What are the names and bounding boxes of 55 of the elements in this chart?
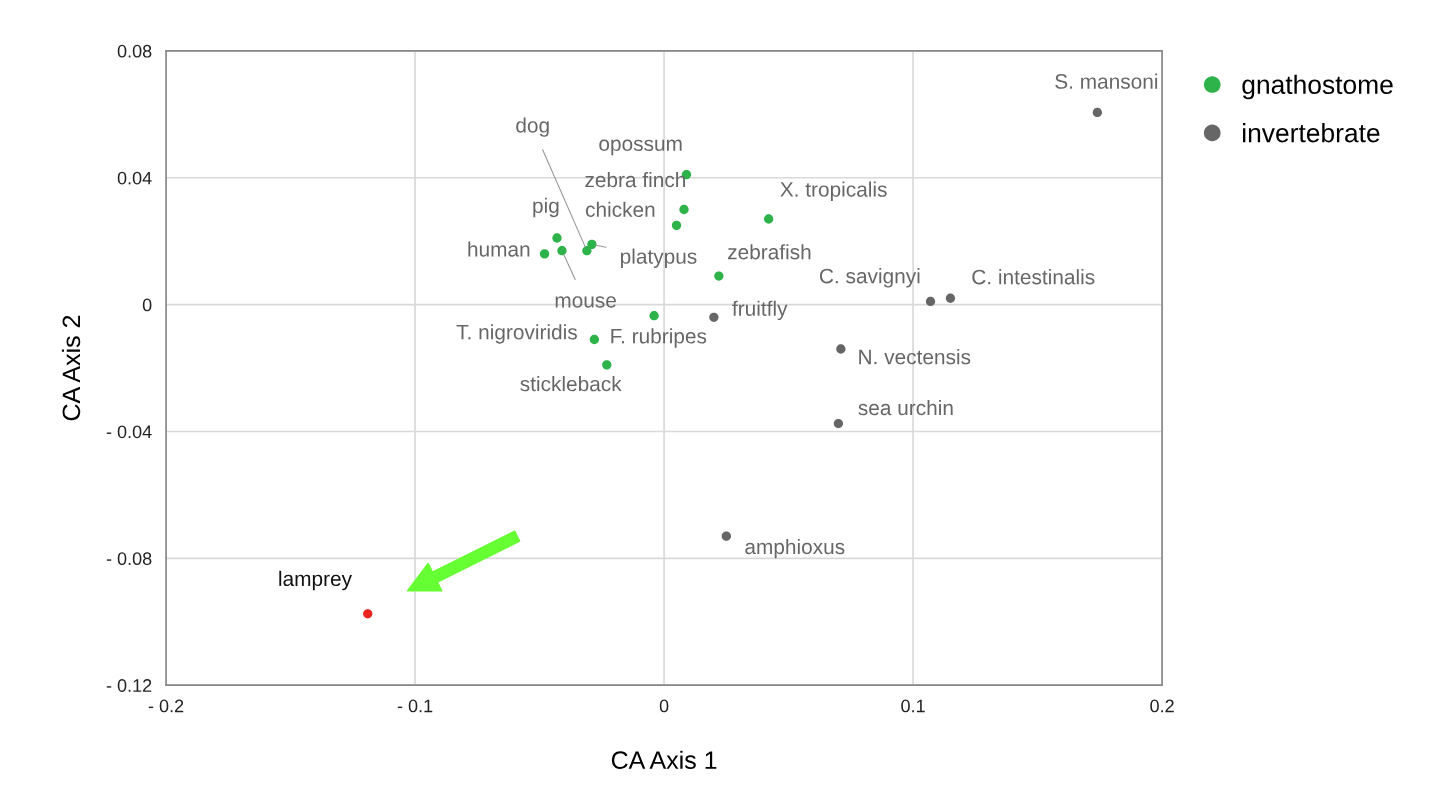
y-tick-label: - 0.08 <box>106 552 152 566</box>
annotation: N. vectensis <box>859 349 971 365</box>
point <box>764 214 774 224</box>
point <box>709 312 719 322</box>
x-tick-label: 0.1 <box>901 699 925 713</box>
point <box>671 220 682 230</box>
y-axis-title: CA Axis 2 <box>61 315 81 421</box>
annotation: sea urchin <box>858 399 953 416</box>
annotation: mouse <box>555 296 616 308</box>
point <box>836 344 846 354</box>
point <box>945 293 956 303</box>
x-tick-label: 0.2 <box>1150 699 1174 713</box>
y-tick-label: 0 <box>142 298 152 312</box>
annotation: opossum <box>599 139 682 156</box>
point <box>925 296 936 307</box>
point <box>552 233 562 243</box>
point <box>363 609 373 619</box>
x-tick-label: - 0.1 <box>397 699 433 713</box>
point <box>557 246 567 256</box>
annotation: F. rubripes <box>611 328 707 348</box>
annotation: C. intestinalis <box>972 269 1095 285</box>
annotation: X. tropicalis <box>780 181 887 201</box>
annotation: fruitfly <box>732 300 788 321</box>
annotation: lamprey <box>279 570 352 591</box>
point <box>721 531 731 541</box>
annotation: human <box>468 241 530 257</box>
annotation: zebra finch <box>585 171 685 188</box>
point <box>589 334 600 345</box>
annotation: platypus <box>620 248 697 268</box>
legend-label: gnathostome <box>1242 74 1393 100</box>
y-tick-label: 0.08 <box>117 44 152 58</box>
point <box>833 418 844 429</box>
point <box>649 311 659 321</box>
annotation: C. savignyi <box>819 268 920 288</box>
point <box>539 249 550 259</box>
annotation: zebrafish <box>728 244 811 260</box>
point <box>679 204 689 215</box>
point <box>714 271 724 281</box>
x-tick-label: 0 <box>659 699 669 713</box>
point <box>602 360 612 370</box>
x-tick-label: - 0.2 <box>148 699 184 713</box>
annotation: T. nigroviridis <box>456 324 577 344</box>
y-tick-label: - 0.04 <box>106 425 152 439</box>
x-axis-title: CA Axis 1 <box>611 750 717 769</box>
legend-label: invertebrate <box>1243 123 1380 143</box>
y-tick-label: - 0.12 <box>106 679 152 692</box>
point <box>1092 107 1103 118</box>
annotation: pig <box>533 197 559 218</box>
annotation: chicken <box>585 201 655 218</box>
point <box>587 239 597 250</box>
annotation: amphioxus <box>745 538 845 559</box>
annotation: stickleback <box>520 376 622 392</box>
annotation: S. mansoni <box>1055 73 1158 89</box>
annotation: dog <box>516 117 549 137</box>
y-tick-label: 0.04 <box>117 171 152 185</box>
